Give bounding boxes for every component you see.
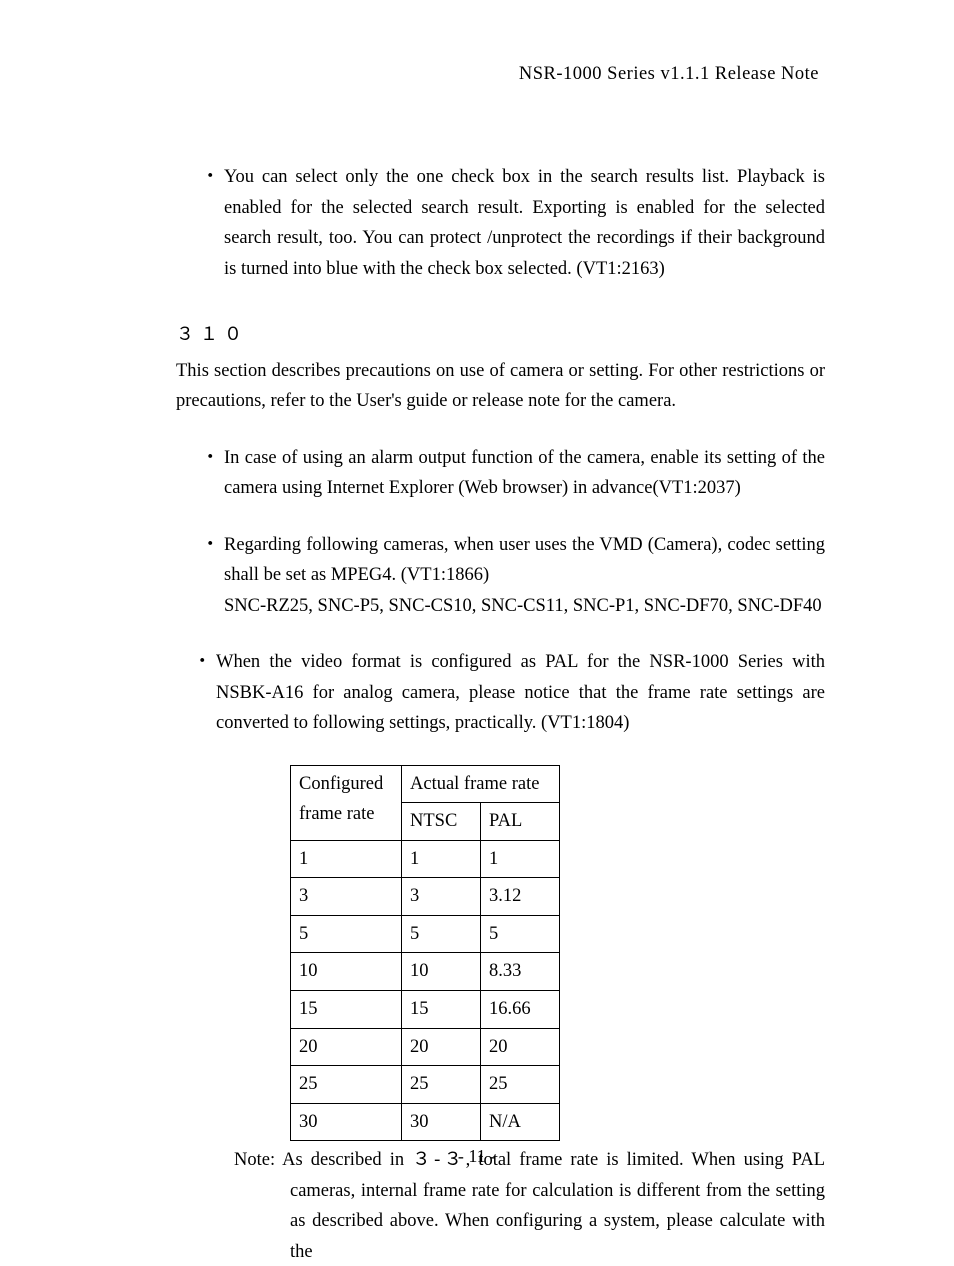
table-cell: 8.33: [481, 953, 560, 991]
pal-text: When the video format is configured as P…: [216, 652, 825, 733]
table-row: 555: [291, 915, 560, 953]
conf-bottom: frame rate: [299, 804, 374, 824]
alarm-output-text: In case of using an alarm output functio…: [224, 448, 825, 499]
header-text: NSR-1000 Series v1.1.1 Release Note: [519, 64, 819, 84]
vmd-text-1: Regarding following cameras, when user u…: [224, 535, 825, 586]
col-pal-header: PAL: [481, 803, 560, 841]
vmd-bullet: ・Regarding following cameras, when user …: [180, 530, 825, 622]
table-cell: 3: [291, 878, 402, 916]
table-row: 111: [291, 840, 560, 878]
table-row: 3030N/A: [291, 1103, 560, 1141]
table-cell: 16.66: [481, 991, 560, 1029]
table-cell: 20: [291, 1028, 402, 1066]
bullet-marker: ・: [201, 162, 224, 193]
table-cell: 1: [291, 840, 402, 878]
section-number: ３１０: [176, 326, 248, 346]
table-cell: 10: [291, 953, 402, 991]
table-cell: 20: [402, 1028, 481, 1066]
table-cell: 5: [291, 915, 402, 953]
table-row: 333.12: [291, 878, 560, 916]
table-cell: 5: [481, 915, 560, 953]
conf-top: Configured: [299, 774, 383, 794]
bullet-marker: ・: [201, 530, 224, 561]
page-footer: - 11 -: [0, 1146, 954, 1167]
table-cell: 25: [481, 1066, 560, 1104]
table-row: 252525: [291, 1066, 560, 1104]
page-number: - 11 -: [458, 1146, 496, 1166]
vmd-text-2: SNC-RZ25, SNC-P5, SNC-CS10, SNC-CS11, SN…: [224, 591, 825, 622]
section-intro: This section describes precautions on us…: [176, 356, 825, 417]
pal-bullet: ・When the video format is configured as …: [180, 647, 825, 739]
frame-rate-table: Configured frame rate Actual frame rate …: [290, 765, 560, 1141]
table-row: 10108.33: [291, 953, 560, 991]
playback-bullet-text: You can select only the one check box in…: [224, 167, 825, 279]
page: NSR-1000 Series v1.1.1 Release Note ・You…: [0, 0, 954, 1235]
bullet-marker: ・: [201, 443, 224, 474]
table-cell: 15: [402, 991, 481, 1029]
col-ntsc-header: NTSC: [402, 803, 481, 841]
table-header-row: Configured frame rate Actual frame rate: [291, 765, 560, 803]
table-cell: N/A: [481, 1103, 560, 1141]
table-cell: 30: [402, 1103, 481, 1141]
table-cell: 5: [402, 915, 481, 953]
playback-bullet: ・You can select only the one check box i…: [180, 162, 825, 284]
table-cell: 1: [481, 840, 560, 878]
table-cell: 3.12: [481, 878, 560, 916]
table-cell: 30: [291, 1103, 402, 1141]
table-cell: 1: [402, 840, 481, 878]
page-header: NSR-1000 Series v1.1.1 Release Note: [519, 64, 819, 85]
table-cell: 25: [402, 1066, 481, 1104]
table-cell: 25: [291, 1066, 402, 1104]
table-cell: 15: [291, 991, 402, 1029]
bullet-marker: ・: [193, 647, 216, 678]
alarm-output-bullet: ・In case of using an alarm output functi…: [180, 443, 825, 504]
table-row: 151516.66: [291, 991, 560, 1029]
col-actual-header: Actual frame rate: [402, 765, 560, 803]
table-cell: 20: [481, 1028, 560, 1066]
page-content: ・You can select only the one check box i…: [180, 162, 825, 1266]
table-cell: 10: [402, 953, 481, 991]
table-row: 202020: [291, 1028, 560, 1066]
table-cell: 3: [402, 878, 481, 916]
col-configured-header: Configured frame rate: [291, 765, 402, 840]
